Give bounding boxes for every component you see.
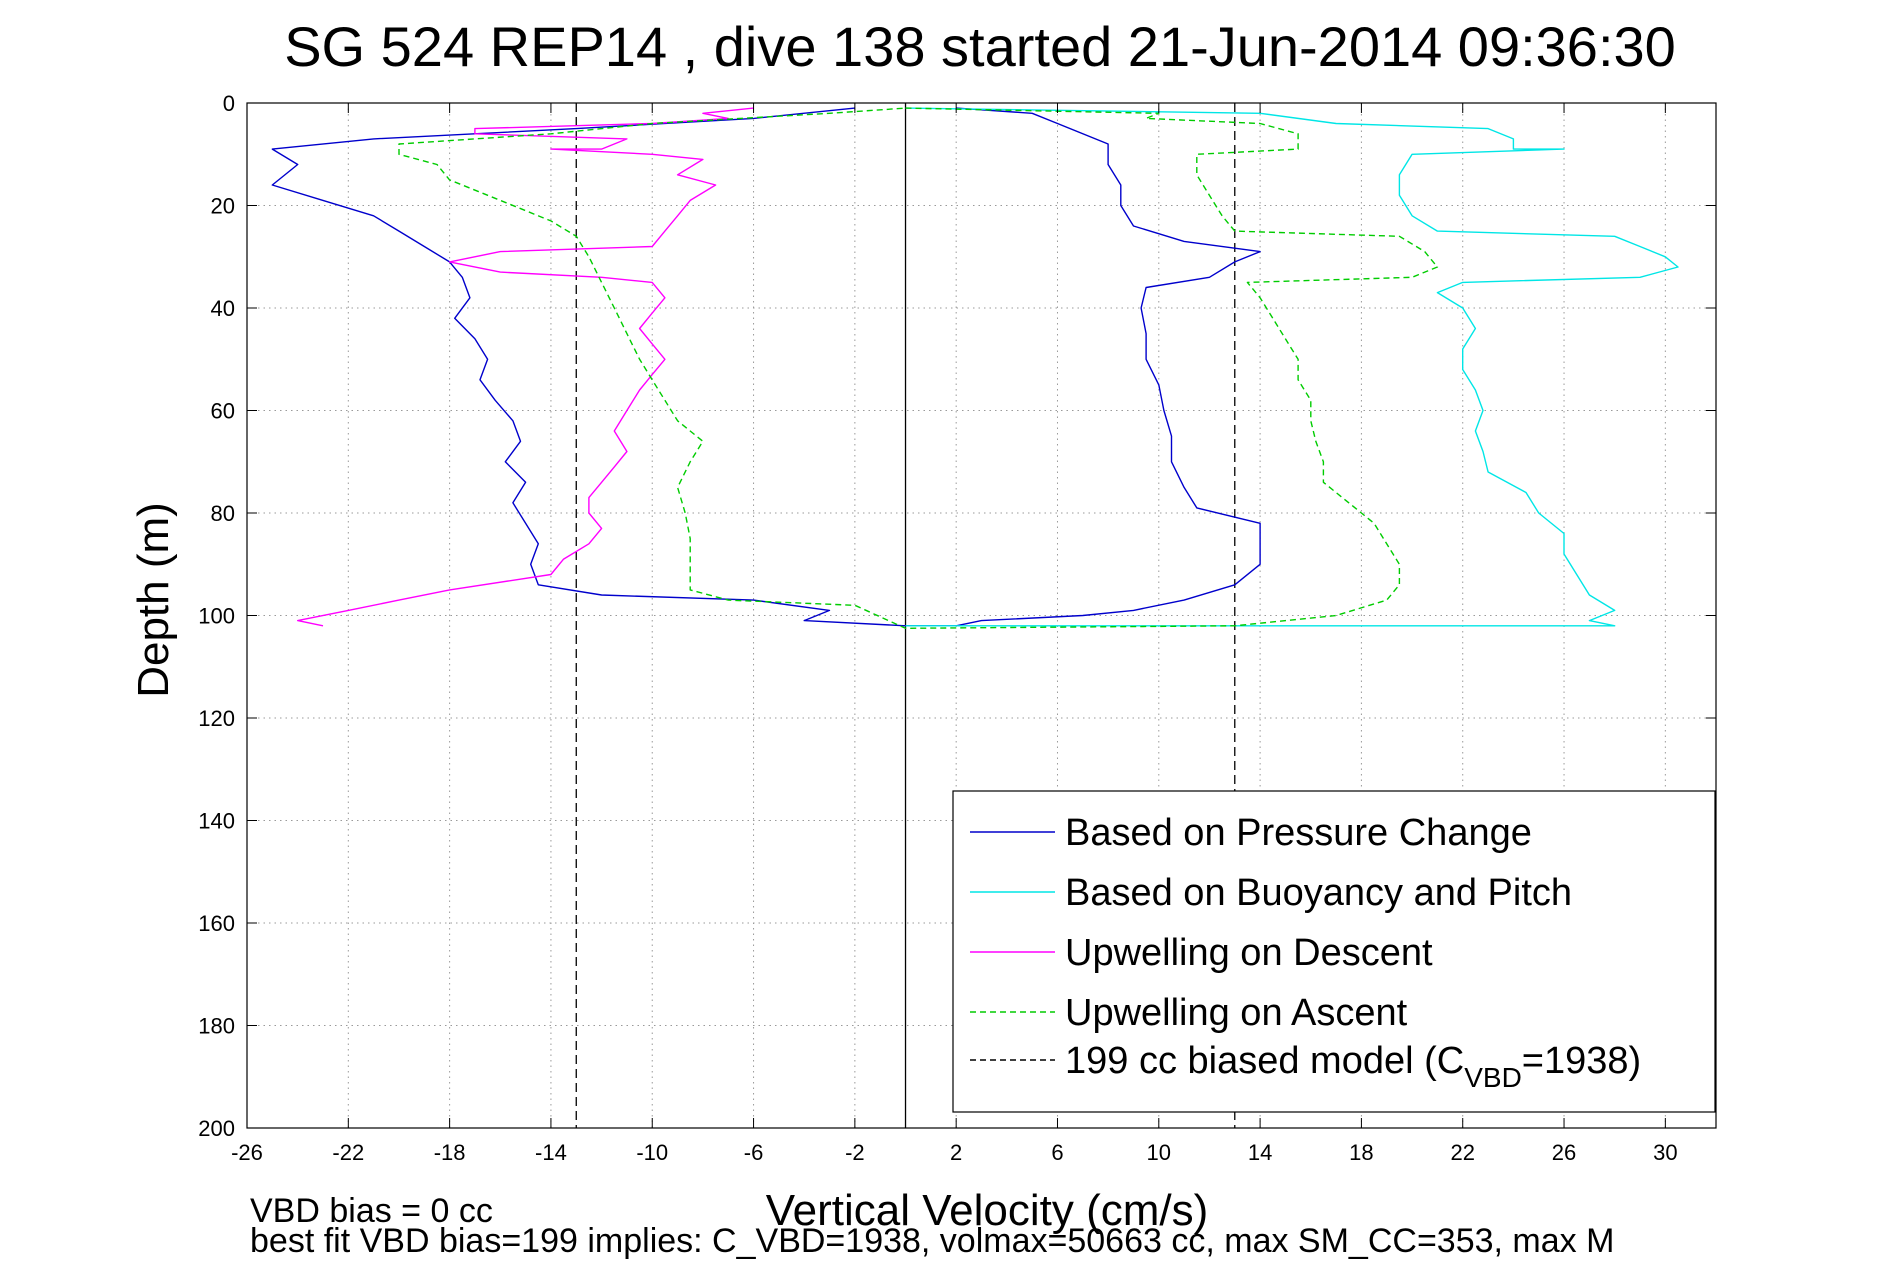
y-axis-title: Depth (m) xyxy=(129,502,178,698)
x-axis-title: Vertical Velocity (cm/s) xyxy=(766,1186,1209,1235)
x-tick-label: -18 xyxy=(434,1140,466,1165)
footer-line-bias: VBD bias = 0 cc xyxy=(250,1192,493,1230)
series-layer xyxy=(271,107,1679,629)
x-tick-label: -6 xyxy=(744,1140,764,1165)
x-tick-label: -14 xyxy=(535,1140,567,1165)
x-tick-label: -22 xyxy=(332,1140,364,1165)
x-tick-label: 10 xyxy=(1147,1140,1171,1165)
legend-label: Based on Pressure Change xyxy=(1065,812,1532,854)
plot-frame xyxy=(246,102,1717,1129)
x-tick-label: 22 xyxy=(1450,1140,1474,1165)
y-tick-label: 140 xyxy=(198,809,235,834)
y-tick-label: 180 xyxy=(198,1014,235,1039)
legend-label: Upwelling on Descent xyxy=(1065,932,1433,974)
legend-label: Based on Buoyancy and Pitch xyxy=(1065,872,1572,914)
legend-box xyxy=(952,790,1716,1113)
y-tick-label: 200 xyxy=(198,1116,235,1141)
x-tick-label: -10 xyxy=(636,1140,668,1165)
y-tick-label: 40 xyxy=(211,296,235,321)
x-tick-label: 6 xyxy=(1051,1140,1063,1165)
legend-label: 199 cc biased model (CVBD=1938) xyxy=(1065,1040,1641,1093)
x-tick-label: -2 xyxy=(845,1140,865,1165)
upwelling-ascent-series xyxy=(398,107,1439,629)
pressure-change-series xyxy=(271,107,1261,627)
upwelling-descent-series xyxy=(297,107,754,627)
x-tick-label: 18 xyxy=(1349,1140,1373,1165)
y-tick-label: 0 xyxy=(223,91,235,116)
x-tick-label: 26 xyxy=(1552,1140,1576,1165)
x-tick-label: 14 xyxy=(1248,1140,1272,1165)
legend: Based on Pressure Change Based on Buoyanc… xyxy=(952,790,1716,1113)
chart-title: SG 524 REP14 , dive 138 started 21-Jun-2… xyxy=(284,15,1676,78)
x-tick-label: 30 xyxy=(1653,1140,1677,1165)
y-tick-label: 20 xyxy=(211,194,235,219)
tick-layer: -26 -22 -18 -14 -10 -6 -2 2 6 10 14 18 22 26 300204060… xyxy=(198,91,1716,1165)
y-tick-label: 160 xyxy=(198,911,235,936)
buoyancy-pitch-series xyxy=(905,107,1679,627)
y-tick-label: 100 xyxy=(198,604,235,629)
x-tick-label: 2 xyxy=(950,1140,962,1165)
y-tick-label: 120 xyxy=(198,706,235,731)
legend-label: Upwelling on Ascent xyxy=(1065,992,1408,1034)
y-tick-label: 80 xyxy=(211,501,235,526)
grid-layer xyxy=(246,102,1716,1129)
footer-line-best-fit: best fit VBD bias=199 implies: C_VBD=193… xyxy=(250,1222,1614,1260)
x-tick-label: -26 xyxy=(231,1140,263,1165)
y-tick-label: 60 xyxy=(211,399,235,424)
